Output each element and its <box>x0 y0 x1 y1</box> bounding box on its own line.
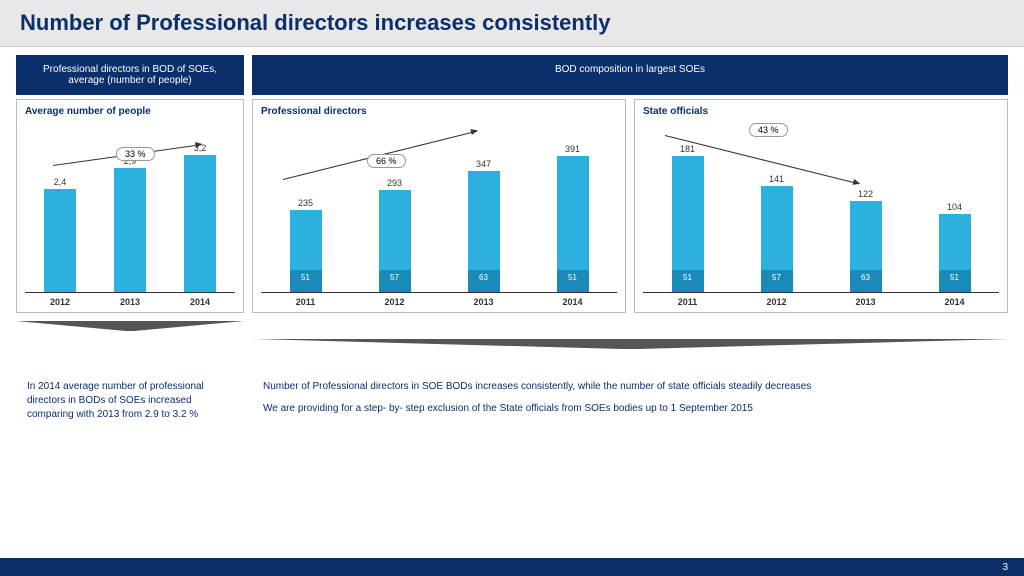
x-label: 2012 <box>375 297 415 307</box>
bar-value: 3,2 <box>194 143 207 153</box>
pct-badge: 43 % <box>749 123 788 137</box>
x-label: 2012 <box>40 297 80 307</box>
x-label: 2013 <box>846 297 886 307</box>
bar-inner-value: 57 <box>379 270 411 292</box>
x-axis-labels: 2011 2012 2013 2014 <box>261 297 617 307</box>
x-label: 2011 <box>668 297 708 307</box>
text-right: Number of Professional directors in SOE … <box>252 371 1008 439</box>
panel-left: Average number of people 33 % 2,4 2,9 3,2 201… <box>16 99 244 331</box>
header-row: Professional directors in BOD of SOEs, a… <box>16 55 1008 95</box>
x-label: 2013 <box>464 297 504 307</box>
bar <box>114 168 146 292</box>
bar: 57 <box>761 186 793 292</box>
chart-area: 43 % 181 51 141 57 122 63 104 51 <box>643 123 999 293</box>
bar <box>184 155 216 292</box>
panel-right: Professional directors66 %23551293573476… <box>252 99 1008 331</box>
bar-wrap: 2,4 <box>40 177 80 292</box>
chart-area: 66 % 235 51 293 57 347 63 391 51 <box>261 123 617 293</box>
text-boxes: In 2014 average number of professional d… <box>16 371 1008 439</box>
bar-inner-value: 63 <box>468 270 500 292</box>
content-area: Professional directors in BOD of SOEs, a… <box>0 47 1024 447</box>
bar-value: 104 <box>947 202 962 212</box>
chart-title: State officials <box>643 106 999 117</box>
bar-inner-value: 63 <box>850 270 882 292</box>
bar-wrap: 391 51 <box>553 144 593 292</box>
header-box-left: Professional directors in BOD of SOEs, a… <box>16 55 244 95</box>
bar-inner-value: 57 <box>761 270 793 292</box>
text-right-p1: Number of Professional directors in SOE … <box>263 380 997 394</box>
x-label: 2014 <box>180 297 220 307</box>
arrow-down-icon <box>252 339 1008 349</box>
chart-area: 33 % 2,4 2,9 3,2 <box>25 123 235 293</box>
bar: 51 <box>672 156 704 292</box>
x-label: 2012 <box>757 297 797 307</box>
bar-value: 293 <box>387 178 402 188</box>
bar-wrap: 235 51 <box>286 198 326 292</box>
bar-inner-value: 51 <box>290 270 322 292</box>
x-label: 2011 <box>286 297 326 307</box>
bar-value: 235 <box>298 198 313 208</box>
text-left-p: In 2014 average number of professional d… <box>27 380 233 422</box>
chart-average: Average number of people 33 % 2,4 2,9 3,2 201… <box>16 99 244 313</box>
chart-panels: Average number of people 33 % 2,4 2,9 3,2 201… <box>16 99 1008 331</box>
bars-container: 181 51 141 57 122 63 104 51 <box>643 123 999 292</box>
bar-value: 122 <box>858 189 873 199</box>
x-label: 2014 <box>553 297 593 307</box>
bar <box>44 189 76 292</box>
bar-inner-value: 51 <box>672 270 704 292</box>
chart-title: Professional directors <box>261 106 617 117</box>
bar-value: 347 <box>476 159 491 169</box>
bar: 51 <box>939 214 971 292</box>
bar-wrap: 347 63 <box>464 159 504 292</box>
page-title: Number of Professional directors increas… <box>20 10 1004 36</box>
x-label: 2014 <box>935 297 975 307</box>
bar-value: 181 <box>680 144 695 154</box>
page-number: 3 <box>1002 562 1008 573</box>
x-axis-labels: 2012 2013 2014 <box>25 297 235 307</box>
bar-wrap: 122 63 <box>846 189 886 293</box>
bar-value: 391 <box>565 144 580 154</box>
bar: 63 <box>850 201 882 293</box>
bar-wrap: 104 51 <box>935 202 975 292</box>
bar-wrap: 181 51 <box>668 144 708 292</box>
bar-inner-value: 51 <box>557 270 589 292</box>
arrow-down-icon <box>16 321 244 331</box>
pct-badge: 66 % <box>367 154 406 168</box>
chart-officials: State officials 43 % 181 51 141 57 122 63 104 51 2… <box>634 99 1008 313</box>
footer-bar: 3 <box>0 558 1024 576</box>
chart-professional: Professional directors66 %23551293573476… <box>252 99 626 313</box>
pct-badge: 33 % <box>116 147 155 161</box>
bar-inner-value: 51 <box>939 270 971 292</box>
bar-wrap: 3,2 <box>180 143 220 292</box>
bar: 63 <box>468 171 500 292</box>
header-box-right: BOD composition in largest SOEs <box>252 55 1008 95</box>
x-label: 2013 <box>110 297 150 307</box>
bars-container: 235 51 293 57 347 63 391 51 <box>261 123 617 292</box>
bar-wrap: 141 57 <box>757 174 797 292</box>
chart-title: Average number of people <box>25 106 235 117</box>
bar-wrap: 293 57 <box>375 178 415 292</box>
bar-wrap: 2,9 <box>110 156 150 292</box>
bar: 51 <box>557 156 589 292</box>
title-bar: Number of Professional directors increas… <box>0 0 1024 47</box>
bar: 51 <box>290 210 322 292</box>
bar-value: 2,4 <box>54 177 67 187</box>
bar-value: 141 <box>769 174 784 184</box>
text-left: In 2014 average number of professional d… <box>16 371 244 439</box>
text-right-p2: We are providing for a step- by- step ex… <box>263 402 997 416</box>
bar: 57 <box>379 190 411 292</box>
x-axis-labels: 2011 2012 2013 2014 <box>643 297 999 307</box>
